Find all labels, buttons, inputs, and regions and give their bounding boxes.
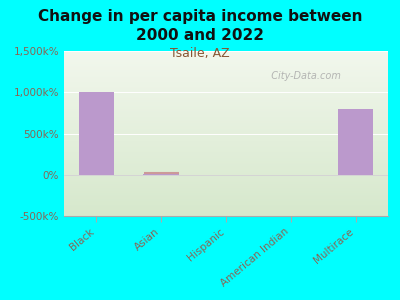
Bar xyxy=(143,173,179,175)
Text: City-Data.com: City-Data.com xyxy=(265,71,341,81)
Bar xyxy=(338,109,374,175)
Text: Change in per capita income between
2000 and 2022: Change in per capita income between 2000… xyxy=(38,9,362,43)
Text: Tsaile, AZ: Tsaile, AZ xyxy=(170,46,230,59)
Bar xyxy=(78,92,114,175)
